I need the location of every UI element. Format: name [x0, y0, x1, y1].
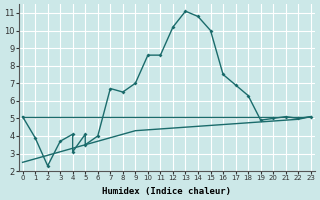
X-axis label: Humidex (Indice chaleur): Humidex (Indice chaleur): [102, 187, 231, 196]
